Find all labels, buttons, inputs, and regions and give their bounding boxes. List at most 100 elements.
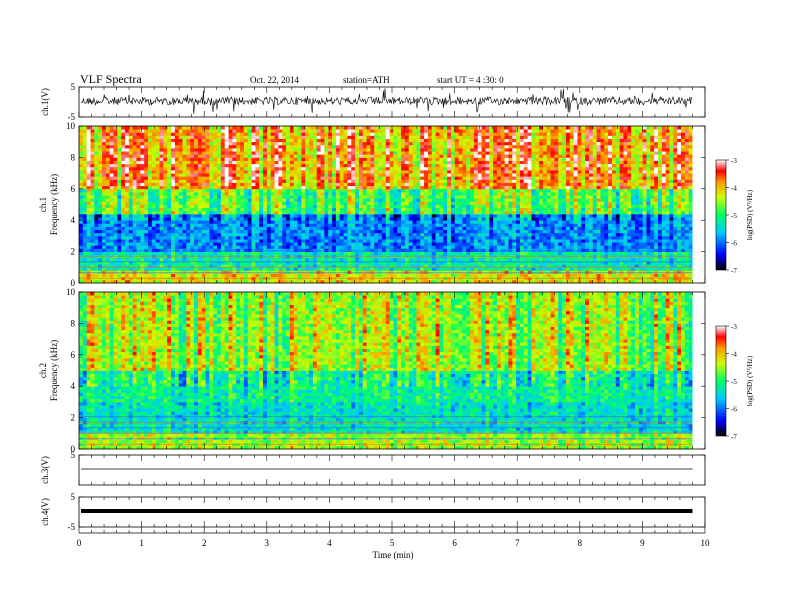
spectrogram-cell — [305, 201, 309, 205]
spectrogram-cell — [478, 245, 482, 249]
spectrogram-cell — [558, 208, 562, 212]
spectrogram-cell — [597, 252, 601, 256]
spectrogram-cell — [516, 270, 520, 274]
spectrogram-cell — [462, 258, 466, 262]
spectrogram-cell — [183, 201, 187, 205]
spectrogram-cell — [144, 195, 148, 199]
spectrogram-cell — [531, 211, 535, 215]
spectrogram-cell — [209, 198, 213, 202]
spectrogram-cell — [512, 233, 516, 237]
spectrogram-cell — [152, 267, 156, 271]
spectrogram-cell — [570, 230, 574, 234]
spectrogram-cell — [152, 217, 156, 221]
spectrogram-cell — [229, 239, 233, 243]
spectrogram-cell — [213, 233, 217, 237]
spectrogram-cell — [654, 270, 658, 274]
spectrogram-cell — [455, 220, 459, 224]
spectrogram-cell — [401, 192, 405, 196]
spectrogram-cell — [328, 214, 332, 218]
spectrogram-cell — [206, 274, 210, 278]
spectrogram-cell — [240, 274, 244, 278]
spectrogram-cell — [631, 208, 635, 212]
spectrogram-cell — [524, 245, 528, 249]
spectrogram-cell — [616, 258, 620, 262]
spectrogram-cell — [225, 252, 229, 256]
spectrogram-cell — [497, 211, 501, 215]
spectrogram-cell — [520, 220, 524, 224]
spectrogram-cell — [282, 252, 286, 256]
spectrogram-cell — [386, 186, 390, 190]
spectrogram-cell — [639, 248, 643, 252]
spectrogram-cell — [190, 223, 194, 227]
spectrogram-cell — [547, 239, 551, 243]
spectrogram-cell — [386, 220, 390, 224]
spectrogram-cell — [278, 245, 282, 249]
spectrogram-cell — [397, 258, 401, 262]
spectrogram-cell — [278, 233, 282, 237]
spectrogram-cell — [294, 214, 298, 218]
spectrogram-cell — [593, 236, 597, 240]
spectrogram-cell — [577, 214, 581, 218]
spectrogram-cell — [263, 252, 267, 256]
spectrogram-cell — [520, 230, 524, 234]
spectrogram-cell — [662, 242, 666, 246]
spectrogram-cell — [309, 217, 313, 221]
spectrogram-cell — [631, 248, 635, 252]
spectrogram-cell — [581, 245, 585, 249]
spectrogram-cell — [267, 245, 271, 249]
spectrogram-cell — [129, 233, 133, 237]
spectrogram-cell — [248, 198, 252, 202]
spectrogram-cell — [608, 248, 612, 252]
spectrogram-cell — [83, 270, 87, 274]
spectrogram-cell — [294, 217, 298, 221]
spectrogram-cell — [462, 189, 466, 193]
spectrogram-cell — [493, 245, 497, 249]
spectrogram-cell — [643, 214, 647, 218]
spectrogram-cell — [217, 192, 221, 196]
spectrogram-cell — [117, 198, 121, 202]
spectrogram-cell — [209, 220, 213, 224]
spectrogram-cell — [355, 248, 359, 252]
spectrogram-cell — [635, 223, 639, 227]
spectrogram-cell — [677, 258, 681, 262]
spectrogram-cell — [405, 258, 409, 262]
spectrogram-cell — [156, 220, 160, 224]
spectrogram-cell — [156, 230, 160, 234]
spectrogram-cell — [133, 245, 137, 249]
spectrogram-cell — [125, 208, 129, 212]
spectrogram-cell — [267, 192, 271, 196]
spectrogram-cell — [554, 198, 558, 202]
spectrogram-cell — [163, 258, 167, 262]
spectrogram-cell — [324, 201, 328, 205]
spectrogram-cell — [140, 223, 144, 227]
spectrogram-cell — [643, 189, 647, 193]
spectrogram-cell — [639, 233, 643, 237]
spectrogram-cell — [535, 258, 539, 262]
spectrogram-cell — [175, 274, 179, 278]
spectrogram-cell — [309, 220, 313, 224]
spectrogram-cell — [589, 242, 593, 246]
spectrogram-cell — [225, 201, 229, 205]
spectrogram-cell — [355, 195, 359, 199]
spectrogram-cell — [144, 201, 148, 205]
spectrogram-cell — [482, 211, 486, 215]
spectrogram-cell — [531, 220, 535, 224]
spectrogram-cell — [163, 239, 167, 243]
spectrogram-cell — [190, 186, 194, 190]
spectrogram-cell — [160, 189, 164, 193]
spectrogram-cell — [420, 205, 424, 209]
spectrogram-cell — [91, 230, 95, 234]
spectrogram-cell — [106, 233, 110, 237]
spectrogram-cell — [202, 258, 206, 262]
spectrogram-cell — [344, 208, 348, 212]
spectrogram-cell — [179, 226, 183, 230]
spectrogram-cell — [321, 252, 325, 256]
spectrogram-cell — [501, 230, 505, 234]
spectrogram-cell — [102, 208, 106, 212]
spectrogram-cell — [508, 192, 512, 196]
spectrogram-cell — [206, 258, 210, 262]
spectrogram-cell — [616, 217, 620, 221]
spectrogram-cell — [255, 226, 259, 230]
spectrogram-cell — [336, 245, 340, 249]
spectrogram-cell — [91, 214, 95, 218]
